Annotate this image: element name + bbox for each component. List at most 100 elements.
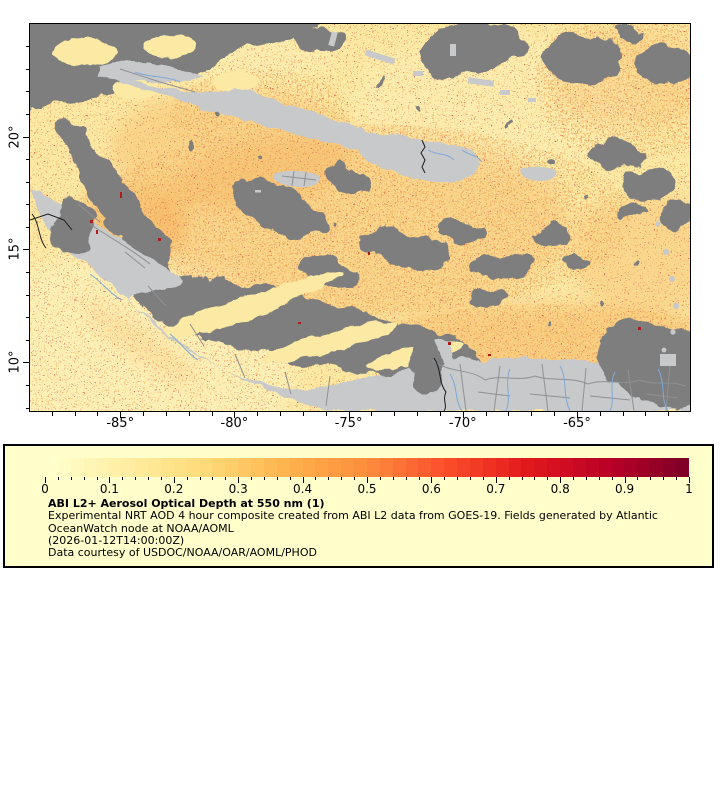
colorbar-tick-label: 0 — [41, 482, 49, 496]
colorbar-segment — [70, 458, 84, 477]
colorbar-minor-tick — [341, 477, 343, 480]
boundary-layer — [30, 68, 686, 411]
colorbar-minor-tick — [585, 477, 587, 480]
colorbar-major-tick — [109, 477, 111, 483]
colorbar-minor-tick — [392, 477, 394, 480]
colorbar-segment — [341, 458, 354, 477]
colorbar-segment — [482, 458, 496, 477]
colorbar-major-tick — [173, 477, 175, 483]
colorbar-segment — [109, 458, 123, 477]
colorbar-segment — [521, 458, 535, 477]
x-axis-minor-tick — [188, 412, 190, 416]
y-axis-minor-tick — [25, 113, 29, 115]
colorbar-segment — [122, 458, 136, 477]
colorbar-segment — [276, 458, 290, 477]
colorbar-minor-tick — [598, 477, 600, 480]
colorbar-segment — [560, 458, 573, 477]
puerto-rico — [520, 166, 557, 181]
colorbar-segment — [624, 458, 638, 477]
colorbar-major-tick — [689, 477, 690, 483]
y-axis-minor-tick — [25, 181, 29, 183]
colorbar-minor-tick — [547, 477, 549, 480]
colorbar-segment — [289, 458, 303, 477]
x-axis-minor-tick — [485, 412, 487, 416]
colorbar-tick-label: 0.1 — [99, 482, 119, 496]
x-axis-label: -70° — [448, 416, 477, 431]
colorbar-minor-tick — [328, 477, 330, 480]
colorbar-minor-tick — [482, 477, 484, 480]
colorbar-minor-tick — [135, 477, 137, 480]
x-axis-label: -80° — [220, 416, 249, 431]
x-axis-minor-tick — [508, 412, 510, 416]
colorbar-minor-tick — [263, 477, 265, 480]
x-axis-minor-tick — [280, 412, 282, 416]
colorbar-minor-tick — [676, 477, 678, 480]
colorbar-minor-tick — [199, 477, 201, 480]
colorbar-minor-tick — [637, 477, 639, 480]
colorbar-segment — [173, 458, 187, 477]
colorbar-segment — [547, 458, 560, 477]
y-axis-major-tick — [23, 136, 29, 138]
colorbar-segment — [302, 458, 316, 477]
colorbar-minor-tick — [160, 477, 162, 480]
y-axis-minor-tick — [25, 317, 29, 319]
aod-raster-map — [30, 24, 690, 411]
colorbar-minor-tick — [573, 477, 575, 480]
colorbar-segment — [444, 458, 457, 477]
colorbar-minor-tick — [418, 477, 420, 480]
colorbar-segment — [534, 458, 548, 477]
legend-line-2: OceanWatch node at NOAA/AOML — [48, 521, 234, 535]
y-axis-minor-tick — [25, 385, 29, 387]
colorbar-segment — [238, 458, 251, 477]
colorbar-segment — [598, 458, 612, 477]
colorbar-minor-tick — [470, 477, 472, 480]
colorbar-segment — [57, 458, 71, 477]
y-axis-minor-tick — [25, 46, 29, 48]
colorbar-minor-tick — [534, 477, 536, 480]
colorbar-tick-label: 0.7 — [486, 482, 506, 496]
colorbar-minor-tick — [251, 477, 253, 480]
colorbar-minor-tick — [83, 477, 85, 480]
colorbar-major-tick — [367, 477, 368, 483]
colorbar-segment — [354, 458, 367, 477]
y-axis-minor-tick — [25, 91, 29, 93]
colorbar-segment — [675, 458, 689, 477]
colorbar-tick-label: 0.2 — [164, 482, 184, 496]
lake-maracaibo-cloud — [411, 332, 445, 392]
colorbar-tick-label: 1 — [685, 482, 693, 496]
colorbar-segment — [251, 458, 264, 477]
colorbar-segment — [96, 458, 110, 477]
colorbar-minor-tick — [225, 477, 227, 480]
x-axis-label: -65° — [563, 416, 591, 431]
colorbar-minor-tick — [457, 477, 459, 480]
x-axis-minor-tick — [74, 412, 76, 416]
x-axis-major-tick — [120, 412, 122, 418]
x-axis-major-tick — [462, 412, 464, 418]
x-axis-minor-tick — [143, 412, 145, 416]
x-axis-minor-tick — [599, 412, 601, 416]
colorbar-tick-label: 0.6 — [421, 482, 441, 496]
y-axis-minor-tick — [25, 68, 29, 70]
colorbar-segment — [495, 458, 509, 477]
cayman — [255, 190, 261, 193]
colorbar-tick-label: 0.9 — [615, 482, 635, 496]
jamaica — [274, 170, 320, 188]
x-axis-minor-tick — [554, 412, 556, 416]
y-axis-minor-tick — [25, 339, 29, 341]
x-axis-major-tick — [576, 412, 578, 418]
y-axis-label: 15° — [7, 237, 23, 261]
x-axis-minor-tick — [645, 412, 647, 416]
x-axis-minor-tick — [325, 412, 327, 416]
colorbar-segment — [457, 458, 470, 477]
x-axis-minor-tick — [97, 412, 99, 416]
x-axis-minor-tick — [165, 412, 167, 416]
colorbar-minor-tick — [57, 477, 59, 480]
colorbar-minor-tick — [70, 477, 72, 480]
x-axis-label: -85° — [106, 416, 135, 431]
colorbar-segment — [263, 458, 277, 477]
y-axis-minor-tick — [25, 407, 29, 409]
y-axis-minor-tick — [25, 272, 29, 274]
colorbar-segment — [45, 458, 58, 477]
y-axis-minor-tick — [25, 204, 29, 206]
x-axis-minor-tick — [302, 412, 304, 416]
